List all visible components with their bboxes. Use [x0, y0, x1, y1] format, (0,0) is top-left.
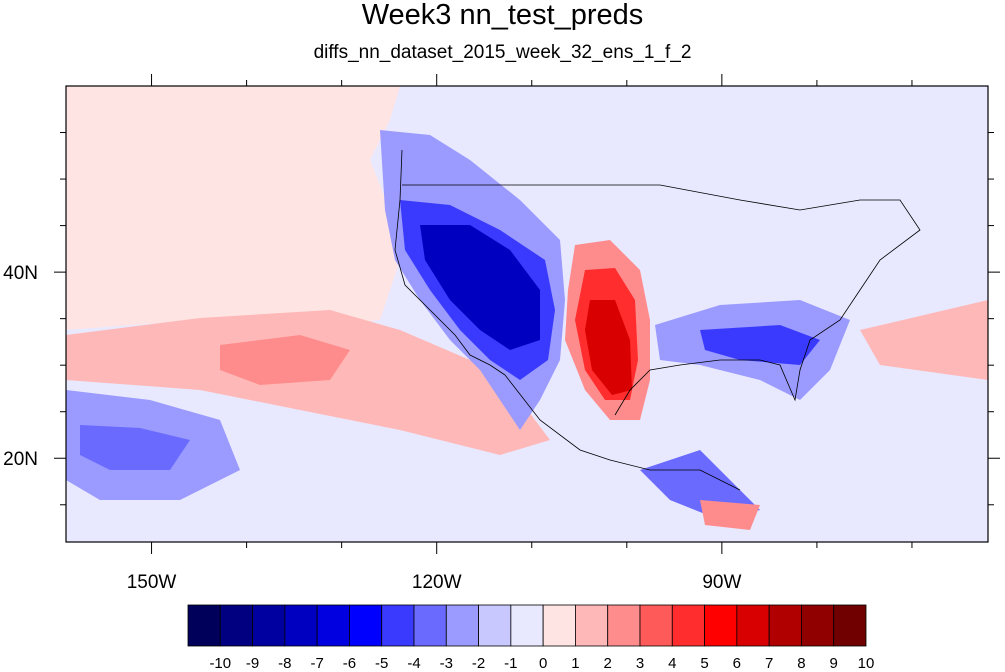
field-layer [66, 86, 988, 542]
lon-label: 150W [127, 572, 177, 593]
colorbar-swatch [704, 604, 738, 647]
colorbar-swatch [381, 604, 415, 647]
colorbar-label: -9 [246, 655, 259, 672]
colorbar-label: -5 [375, 655, 388, 672]
lat-label: 20N [3, 449, 38, 470]
colorbar-label: -1 [504, 655, 517, 672]
colorbar-swatch [349, 604, 383, 647]
colorbar-swatch [510, 604, 544, 647]
colorbar-label: 8 [797, 655, 805, 672]
colorbar-swatch [316, 604, 350, 647]
field-blue-se-core [700, 325, 820, 365]
coastline-layer [394, 149, 921, 491]
colorbar-label: -10 [209, 655, 231, 672]
colorbar-label: -6 [343, 655, 356, 672]
field-blue-hawaii-core [80, 425, 190, 470]
colorbar-label: 7 [765, 655, 773, 672]
colorbar-swatch [542, 604, 576, 647]
lon-label: 120W [412, 572, 462, 593]
field-pink-pacific-north [66, 86, 400, 330]
colorbar-swatch [219, 604, 253, 647]
colorbar-swatch [478, 604, 512, 647]
colorbar-label: 4 [668, 655, 676, 672]
field-red-core [585, 300, 632, 395]
colorbar-swatch [284, 604, 318, 647]
colorbar-label: 3 [636, 655, 644, 672]
colorbar-swatch [575, 604, 609, 647]
us-border-outline [402, 184, 921, 416]
colorbar-label: 6 [733, 655, 741, 672]
colorbar-label: 2 [604, 655, 612, 672]
colorbar-swatch [639, 604, 673, 647]
map-title: Week3 nn_test_preds [361, 0, 644, 31]
lat-label: 40N [3, 263, 38, 284]
colorbar-swatch [413, 604, 447, 647]
mexico-coastline [504, 374, 741, 491]
lon-label: 90W [702, 572, 741, 593]
colorbar-label: 10 [858, 655, 875, 672]
colorbar-swatch [187, 604, 221, 647]
colorbar-label: 9 [830, 655, 838, 672]
field-blue-west-core [420, 225, 540, 350]
colorbar-swatch [671, 604, 705, 647]
colorbar-label: 1 [571, 655, 579, 672]
colorbar-swatch [736, 604, 770, 647]
colorbar-label: -4 [407, 655, 420, 672]
map-frame [65, 85, 989, 543]
field-pink-caribbean [700, 500, 760, 530]
colorbar-swatch [768, 604, 802, 647]
map-subtitle: diffs_nn_dataset_2015_week_32_ens_1_f_2 [313, 42, 692, 63]
us-west-coastline [394, 149, 506, 376]
field-pink-band [66, 310, 550, 455]
field-pink-atlantic [860, 300, 988, 380]
axis-ticks: 150W 120W 90W 40N 20N [3, 74, 1000, 593]
colorbar-label: -2 [472, 655, 485, 672]
colorbar-swatch [445, 604, 479, 647]
colorbar-label: 5 [700, 655, 708, 672]
colorbar: -10 -9 -8 -7 -6 -5 -4 -3 -2 -1 0 1 2 3 4 5 6 7 8 9 10 [187, 604, 875, 672]
colorbar-swatch [833, 604, 867, 647]
colorbar-swatch [607, 604, 641, 647]
colorbar-swatch [252, 604, 286, 647]
colorbar-swatch [801, 604, 835, 647]
colorbar-label: -7 [310, 655, 323, 672]
colorbar-label: -8 [278, 655, 291, 672]
colorbar-label: -3 [440, 655, 453, 672]
colorbar-label: 0 [539, 655, 547, 672]
field-pink-core [220, 335, 350, 385]
